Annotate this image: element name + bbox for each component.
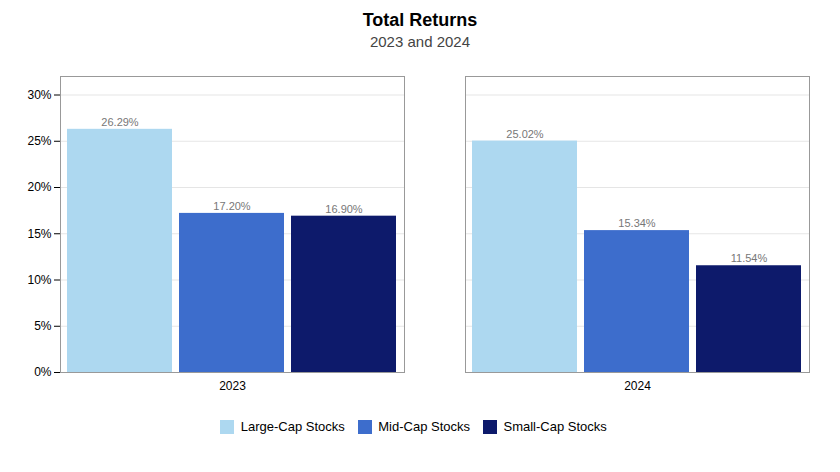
html-text:Large-Cap Stocks: Large-Cap Stocks — [240, 419, 345, 434]
svg-text:2024: 2024 — [624, 379, 651, 393]
svg-text:15.34%: 15.34% — [618, 217, 656, 229]
svg-text:10%: 10% — [27, 273, 51, 287]
svg-text:16.90%: 16.90% — [325, 203, 363, 215]
svg-text:30%: 30% — [27, 88, 51, 102]
svg-text:26.29%: 26.29% — [101, 116, 139, 128]
svg-text:17.20%: 17.20% — [213, 200, 251, 212]
html-text:2023 and 2024: 2023 and 2024 — [369, 33, 470, 50]
svg-text:15%: 15% — [27, 227, 51, 241]
html-text:Mid-Cap Stocks: Mid-Cap Stocks — [378, 419, 470, 434]
html-text:Total Returns: Total Returns — [362, 10, 478, 30]
html-text:Small-Cap Stocks: Small-Cap Stocks — [503, 419, 607, 434]
svg-text:11.54%: 11.54% — [731, 252, 768, 264]
svg-text:5%: 5% — [34, 319, 52, 333]
svg-text:25.02%: 25.02% — [506, 128, 544, 140]
svg-text:20%: 20% — [27, 180, 51, 194]
svg-text:0%: 0% — [34, 365, 52, 379]
svg-text:2023: 2023 — [219, 379, 246, 393]
svg-text:25%: 25% — [27, 134, 51, 148]
